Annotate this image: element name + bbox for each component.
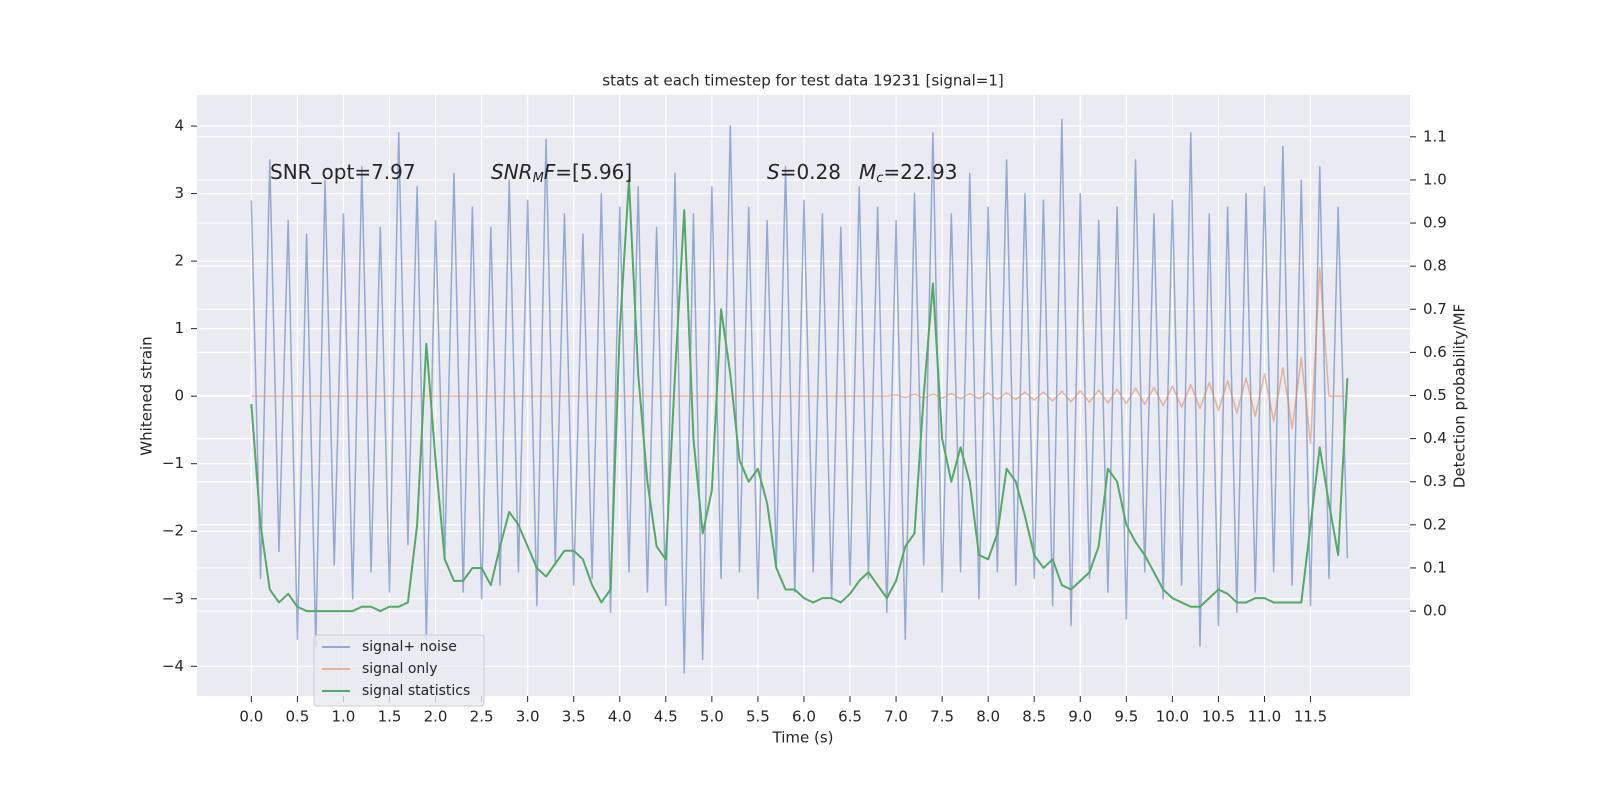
x-tick-label: 3.0 (516, 708, 540, 726)
y2-tick-label: 0.0 (1423, 602, 1447, 620)
x-tick-label: 8.0 (976, 708, 1000, 726)
x-tick-label: 5.0 (700, 708, 724, 726)
x-tick-label: 7.5 (930, 708, 954, 726)
x-tick-label: 9.0 (1068, 708, 1092, 726)
annotation: S=0.28 (767, 160, 841, 184)
x-tick-label: 2.5 (470, 708, 494, 726)
x-tick-label: 5.5 (746, 708, 770, 726)
y-tick-label: 0 (174, 387, 184, 405)
annotation-part: SNR (491, 160, 533, 184)
x-tick-label: 7.0 (884, 708, 908, 726)
y2-tick-label: 1.0 (1423, 170, 1447, 188)
x-tick-label: 4.5 (654, 708, 678, 726)
x-tick-label: 3.5 (562, 708, 586, 726)
y2-axis-label: Detection probability/MF (1451, 304, 1469, 488)
y2-tick-label: 0.9 (1423, 214, 1447, 232)
y2-tick-label: 1.1 (1423, 127, 1447, 145)
legend-box (313, 634, 485, 707)
y-tick-label: −1 (162, 454, 184, 472)
annotation-part: =[5.96] (555, 160, 632, 184)
legend-label: signal+ noise (362, 639, 457, 655)
y2-tick-label: 0.6 (1423, 343, 1447, 361)
annotation-part: =22.93 (883, 160, 957, 184)
y-tick-label: −3 (162, 589, 184, 607)
x-tick-label: 6.0 (792, 708, 816, 726)
chart-title: stats at each timestep for test data 192… (602, 72, 1003, 90)
y2-tick-label: 0.8 (1423, 257, 1447, 275)
annotation: SNRMF=[5.96] (491, 160, 632, 186)
annotation-part: c (876, 171, 883, 186)
y-tick-label: 3 (174, 184, 184, 202)
series-line (251, 267, 1348, 445)
annotation-part: SNR_opt=7.97 (270, 160, 416, 184)
annotation: SNR_opt=7.97 (270, 160, 416, 184)
y-axis-label: Whitened strain (138, 336, 156, 455)
x-tick-label: 11.0 (1248, 708, 1281, 726)
x-tick-label: 8.5 (1022, 708, 1046, 726)
y2-tick-label: 0.7 (1423, 300, 1447, 318)
annotation-part: F (544, 160, 556, 184)
x-tick-label: 10.5 (1202, 708, 1235, 726)
y-tick-label: 2 (174, 252, 184, 270)
y2-tick-label: 0.3 (1423, 472, 1447, 490)
y-tick-label: −2 (162, 522, 184, 540)
x-axis-label: Time (s) (772, 729, 834, 747)
y2-tick-label: 0.4 (1423, 429, 1447, 447)
legend-label: signal only (362, 661, 437, 677)
x-tick-label: 1.0 (332, 708, 356, 726)
y-tick-label: 4 (174, 117, 184, 135)
x-tick-label: 10.0 (1156, 708, 1189, 726)
x-tick-label: 0.0 (239, 708, 263, 726)
annotation-part: =0.28 (780, 160, 841, 184)
x-tick-label: 4.0 (608, 708, 632, 726)
annotation-part: M (859, 160, 876, 184)
x-tick-label: 1.5 (378, 708, 402, 726)
annotation-part: S (767, 160, 780, 184)
y-tick-label: 1 (174, 319, 184, 337)
y2-tick-label: 0.2 (1423, 515, 1447, 533)
x-tick-label: 6.5 (838, 708, 862, 726)
y2-tick-label: 0.1 (1423, 558, 1447, 576)
y-tick-label: −4 (162, 657, 184, 675)
annotation: Mc=22.93 (859, 160, 957, 186)
x-tick-label: 2.0 (424, 708, 448, 726)
annotation-part: M (533, 171, 544, 186)
x-tick-label: 11.5 (1294, 708, 1327, 726)
x-tick-label: 9.5 (1114, 708, 1138, 726)
y2-tick-label: 0.5 (1423, 386, 1447, 404)
legend-label: signal statistics (362, 683, 470, 699)
x-tick-label: 0.5 (285, 708, 309, 726)
series-line (250, 178, 1349, 613)
